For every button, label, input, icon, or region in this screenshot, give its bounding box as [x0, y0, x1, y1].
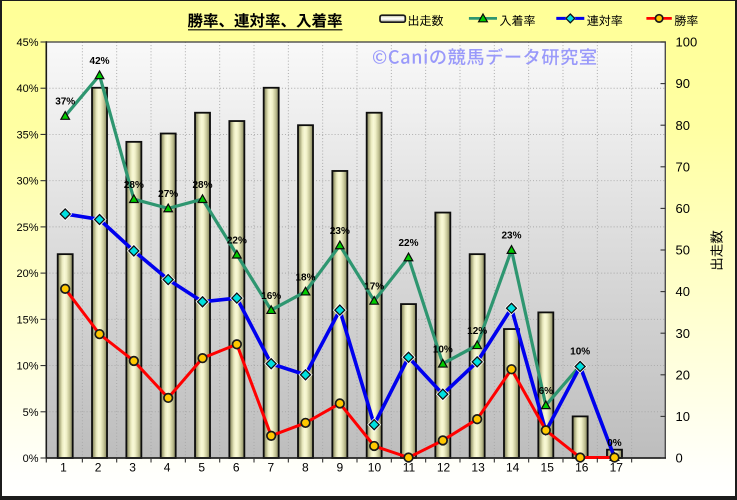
svg-text:6: 6 — [233, 460, 240, 474]
svg-text:17: 17 — [610, 460, 624, 474]
svg-text:10: 10 — [676, 409, 690, 424]
svg-text:0%: 0% — [23, 453, 39, 465]
svg-text:60: 60 — [676, 201, 690, 216]
svg-text:12%: 12% — [467, 325, 487, 336]
svg-text:0: 0 — [676, 450, 683, 465]
svg-text:28%: 28% — [124, 179, 144, 190]
svg-text:18%: 18% — [296, 272, 316, 283]
svg-text:20%: 20% — [16, 268, 38, 280]
svg-text:30: 30 — [676, 325, 690, 340]
svg-text:90: 90 — [676, 76, 690, 91]
svg-text:10%: 10% — [570, 346, 590, 357]
svg-text:10%: 10% — [433, 344, 453, 355]
svg-text:16%: 16% — [261, 290, 281, 301]
svg-text:14: 14 — [506, 460, 520, 474]
svg-text:10%: 10% — [16, 360, 38, 372]
svg-text:11: 11 — [403, 460, 416, 474]
svg-text:12: 12 — [437, 460, 451, 474]
svg-text:13: 13 — [471, 460, 485, 474]
svg-text:20: 20 — [676, 367, 690, 382]
svg-text:37%: 37% — [55, 96, 75, 107]
svg-text:16: 16 — [575, 460, 589, 474]
svg-text:42%: 42% — [90, 55, 110, 66]
svg-text:28%: 28% — [193, 179, 213, 190]
svg-text:40: 40 — [676, 284, 690, 299]
svg-text:35%: 35% — [16, 129, 38, 141]
svg-text:27%: 27% — [158, 189, 178, 200]
svg-text:22%: 22% — [227, 235, 247, 246]
svg-text:4: 4 — [164, 460, 171, 474]
svg-text:45%: 45% — [16, 37, 38, 49]
svg-text:17%: 17% — [364, 281, 384, 292]
svg-text:50: 50 — [676, 242, 690, 257]
svg-text:8: 8 — [302, 460, 309, 474]
svg-text:3: 3 — [129, 460, 136, 474]
svg-text:7: 7 — [267, 460, 274, 474]
svg-text:9: 9 — [337, 460, 344, 474]
svg-text:2: 2 — [95, 460, 102, 474]
svg-text:80: 80 — [676, 117, 690, 132]
svg-text:40%: 40% — [16, 83, 38, 95]
svg-text:10: 10 — [368, 460, 382, 474]
svg-text:23%: 23% — [330, 226, 350, 237]
svg-text:0%: 0% — [607, 437, 622, 448]
svg-text:100: 100 — [676, 34, 698, 49]
svg-text:22%: 22% — [398, 238, 418, 249]
svg-text:70: 70 — [676, 159, 690, 174]
svg-text:1: 1 — [60, 460, 67, 474]
svg-text:5%: 5% — [23, 406, 39, 418]
svg-text:15: 15 — [541, 460, 555, 474]
svg-text:5: 5 — [198, 460, 205, 474]
svg-text:30%: 30% — [16, 175, 38, 187]
svg-text:25%: 25% — [16, 221, 38, 233]
svg-text:23%: 23% — [501, 230, 521, 241]
svg-text:15%: 15% — [16, 314, 38, 326]
svg-text:6%: 6% — [539, 386, 554, 397]
